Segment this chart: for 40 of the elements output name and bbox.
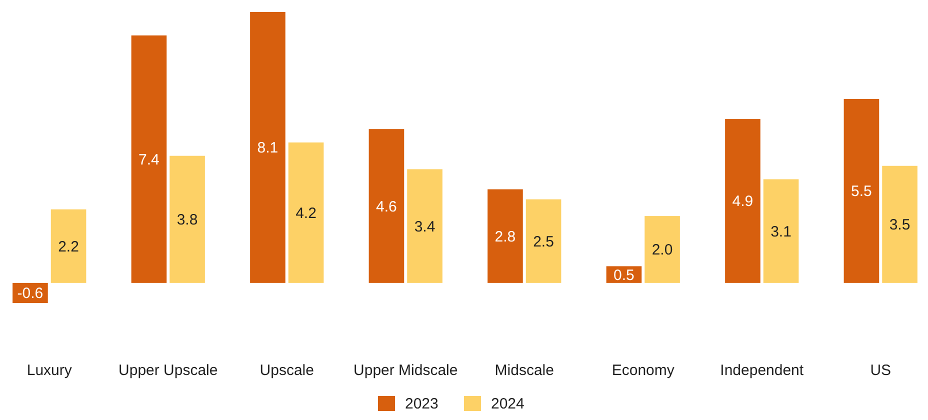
legend-label: 2023 <box>405 396 438 412</box>
data-label: 4.9 <box>732 193 754 210</box>
x-tick-label: Midscale <box>494 362 554 379</box>
bar <box>526 199 562 283</box>
bar <box>882 166 918 283</box>
legend-label: 2024 <box>491 396 524 412</box>
bar <box>407 169 442 283</box>
bar <box>50 209 86 283</box>
data-label: 3.5 <box>889 216 910 234</box>
x-tick-label: Independent <box>720 362 804 379</box>
bar <box>644 216 680 283</box>
x-tick-label: Economy <box>612 362 675 379</box>
data-label: 3.8 <box>176 212 198 229</box>
bar <box>763 179 799 283</box>
bar <box>725 119 760 283</box>
x-tick-label: Luxury <box>26 362 72 379</box>
data-label: 4.2 <box>296 204 316 222</box>
x-tick-label: Upper Midscale <box>354 362 458 379</box>
data-label: 0.5 <box>614 266 634 284</box>
data-label: 2.2 <box>58 238 79 256</box>
data-label: 4.6 <box>376 198 397 216</box>
bar <box>170 156 205 283</box>
data-label: -0.6 <box>17 285 44 302</box>
data-label: 5.5 <box>851 183 872 200</box>
bar <box>368 129 404 283</box>
data-label: 3.1 <box>770 223 792 240</box>
x-tick-label: US <box>870 362 892 379</box>
x-tick-label: Upscale <box>260 362 314 379</box>
data-label: 2.8 <box>494 228 516 246</box>
data-label: 2.5 <box>533 233 554 250</box>
bar <box>131 35 167 283</box>
bar <box>288 142 324 283</box>
data-label: 7.4 <box>138 151 160 168</box>
data-label: 2.0 <box>652 242 673 259</box>
x-tick-label: Upper Upscale <box>118 362 218 379</box>
bar <box>250 12 286 283</box>
data-label: 3.4 <box>414 218 436 236</box>
data-label: 8.1 <box>257 140 278 157</box>
bar <box>844 98 880 283</box>
bar <box>488 189 523 283</box>
